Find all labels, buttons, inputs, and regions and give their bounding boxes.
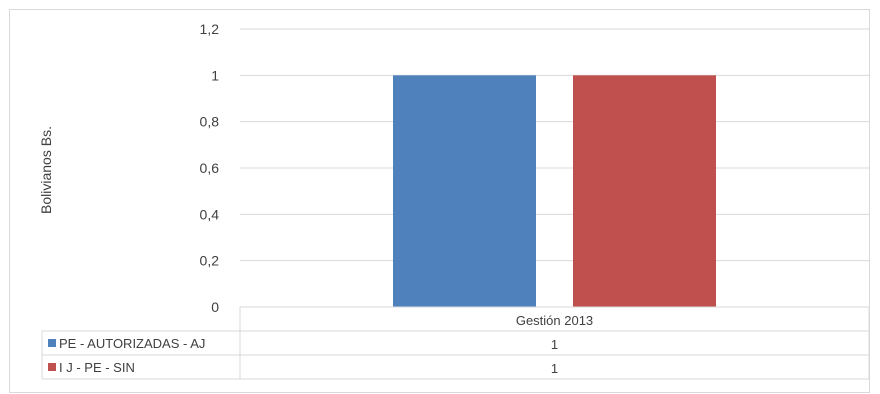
y-tick-label: 1,2 — [200, 21, 220, 37]
table-value: 1 — [551, 361, 558, 376]
y-axis-label: Bolivianos Bs. — [38, 126, 54, 214]
y-tick-label: 0,8 — [200, 114, 220, 130]
legend-swatch — [48, 339, 56, 347]
y-tick-label: 1 — [211, 67, 219, 83]
category-label: Gestión 2013 — [516, 313, 593, 328]
table-value: 1 — [551, 337, 558, 352]
data-table: Gestión 2013 PE - AUTORIZADAS - AJ 1 I J - … — [41, 306, 870, 380]
legend-series-name: I J - PE - SIN — [59, 360, 135, 375]
y-tick-label: 0,6 — [200, 160, 220, 176]
y-tick-label: 0,4 — [200, 206, 220, 222]
bars — [393, 75, 716, 307]
gridlines — [240, 28, 869, 262]
legend-series-name: PE - AUTORIZADAS - AJ — [59, 336, 205, 351]
y-tick-label: 0,2 — [200, 253, 220, 269]
y-tick-label: 0 — [211, 299, 219, 315]
legend-swatch — [48, 363, 56, 371]
bar-pe-autorizadas-aj — [393, 75, 536, 307]
y-tick-labels: 0 0,2 0,4 0,6 0,8 1 1,2 — [200, 21, 220, 315]
bar-ij-pe-sin — [573, 75, 716, 307]
